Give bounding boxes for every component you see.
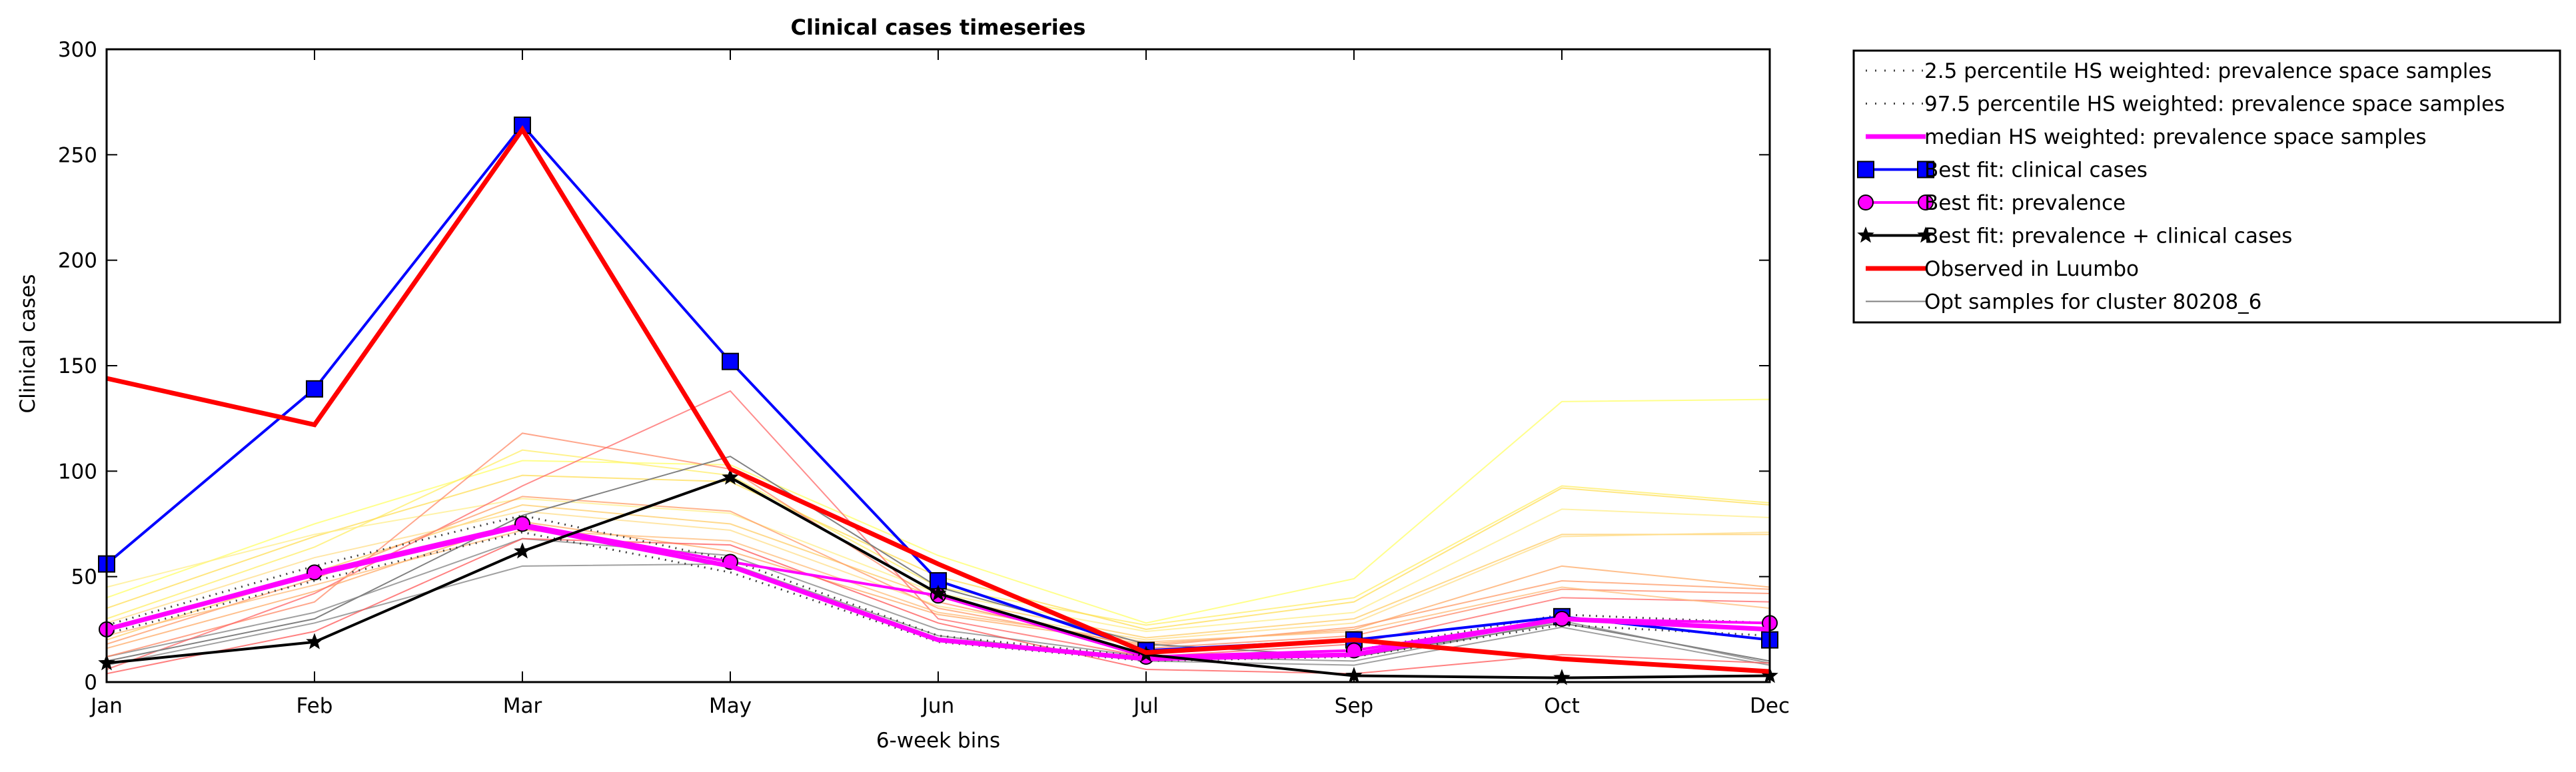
series-lines	[98, 117, 1778, 685]
legend-marker	[1917, 161, 1934, 179]
legend-label: Best fit: clinical cases	[1924, 159, 2148, 183]
legend-item-2: median HS weighted: prevalence space sam…	[1866, 125, 2427, 149]
x-tick-label: Jun	[921, 694, 954, 718]
x-tick-label: Jul	[1132, 694, 1158, 718]
legend-item-5: Best fit: prevalence + clinical cases	[1857, 224, 2292, 248]
x-tick-label: Sep	[1335, 694, 1373, 718]
y-axis-ticks: 0 50 100 150 200 250 300	[58, 38, 1770, 695]
series-2	[106, 524, 1770, 661]
marker-star	[306, 633, 323, 649]
legend-label: 2.5 percentile HS weighted: prevalence s…	[1924, 59, 2492, 83]
series-line-6	[106, 125, 1770, 674]
chart-title: Clinical cases timeseries	[791, 15, 1086, 40]
legend-marker	[1917, 226, 1934, 243]
x-tick-label: Jan	[89, 694, 123, 718]
legend-label: Observed in Luumbo	[1924, 257, 2139, 281]
sample-line-2	[106, 398, 1770, 624]
y-tick-label: 300	[58, 38, 97, 62]
x-tick-label: Feb	[297, 694, 333, 718]
series-1	[106, 514, 1770, 658]
sample-line-8	[106, 521, 1770, 649]
legend-marker	[1857, 226, 1874, 243]
y-tick-label: 250	[58, 143, 97, 167]
x-tick-label: Oct	[1544, 694, 1580, 718]
legend-label: Opt samples for cluster 80208_6	[1924, 290, 2261, 314]
y-tick-label: 150	[58, 354, 97, 378]
y-axis-label: Clinical cases	[16, 274, 40, 413]
y-tick-label: 0	[84, 671, 97, 695]
x-axis-ticks: Jan Feb Mar May Jun Jul Sep Oct Dec	[89, 49, 1790, 718]
legend-marker	[1857, 161, 1874, 179]
legend-label: Best fit: prevalence	[1924, 191, 2126, 215]
legend-item-1: 97.5 percentile HS weighted: prevalence …	[1866, 93, 2505, 117]
series-line-1	[106, 514, 1770, 658]
x-tick-label: Dec	[1750, 694, 1790, 718]
legend-item-0: 2.5 percentile HS weighted: prevalence s…	[1866, 59, 2492, 83]
series-6	[106, 125, 1770, 674]
x-tick-label: May	[709, 694, 752, 718]
sample-line-13	[106, 529, 1770, 643]
sample-line-12	[106, 538, 1770, 675]
marker-star	[514, 542, 531, 559]
marker-star	[930, 584, 947, 601]
y-tick-label: 200	[58, 249, 97, 273]
legend-item-6: Observed in Luumbo	[1866, 257, 2139, 281]
legend-marker	[1918, 194, 1934, 210]
legend-label: Best fit: prevalence + clinical cases	[1924, 224, 2292, 248]
x-tick-label: Mar	[503, 694, 542, 718]
marker-square	[722, 352, 739, 370]
sample-line-0	[106, 563, 1770, 666]
legend-label: 97.5 percentile HS weighted: prevalence …	[1924, 93, 2505, 117]
x-axis-label: 6-week bins	[876, 729, 1000, 753]
series-line-2	[106, 524, 1770, 661]
marker-star	[722, 468, 739, 485]
sample-line-7	[106, 510, 1770, 641]
legend-marker	[1858, 194, 1874, 210]
y-tick-label: 50	[71, 566, 97, 589]
marker-square	[306, 380, 323, 398]
legend-item-3: Best fit: clinical cases	[1857, 159, 2148, 183]
y-tick-label: 100	[58, 460, 97, 484]
legend-frame	[1852, 49, 2561, 324]
sample-line-11	[106, 496, 1770, 647]
legend-item-7: Opt samples for cluster 80208_6	[1866, 290, 2261, 314]
legend: 2.5 percentile HS weighted: prevalence s…	[1852, 49, 2561, 324]
legend-label: median HS weighted: prevalence space sam…	[1924, 125, 2427, 149]
legend-item-4: Best fit: prevalence	[1858, 191, 2126, 215]
sample-lines	[106, 390, 1770, 675]
